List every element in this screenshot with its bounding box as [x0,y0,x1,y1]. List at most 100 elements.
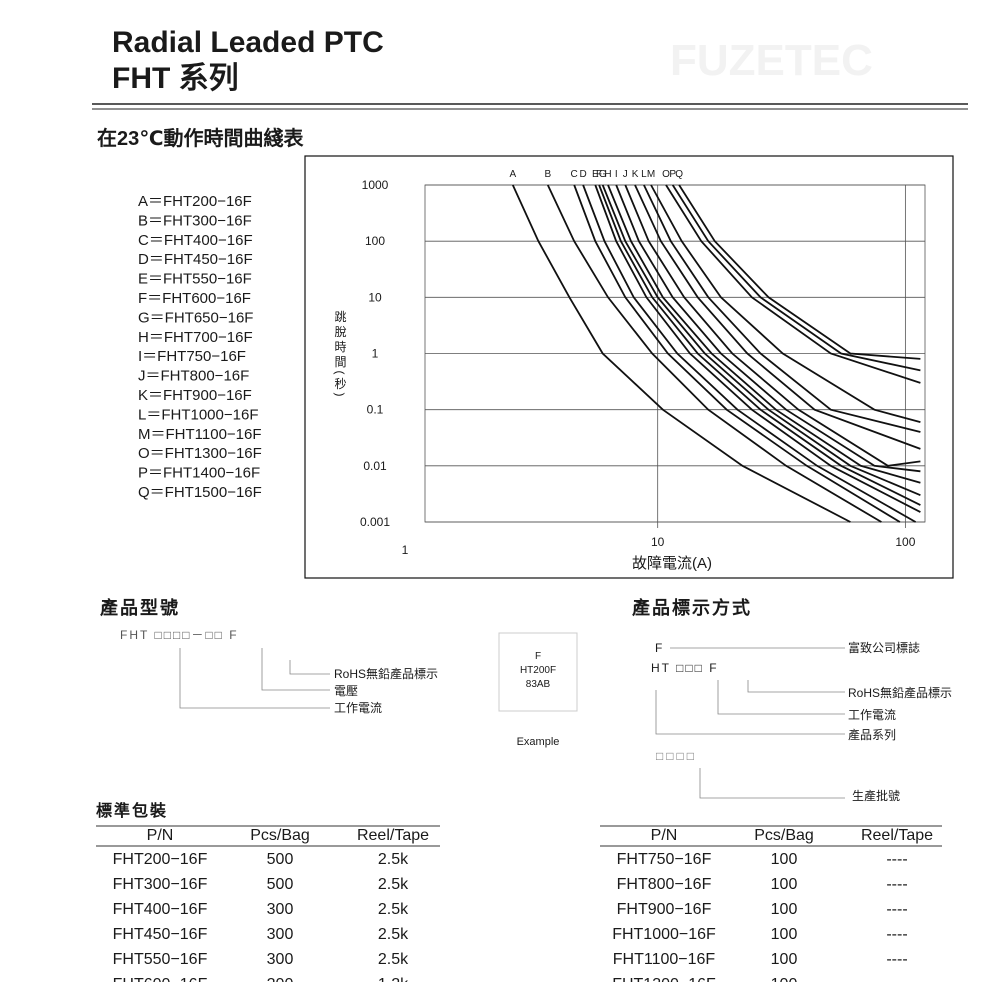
table-cell: 2.5k [378,951,409,968]
table-cell: 300 [267,951,294,968]
y-tick-label: 1 [372,347,379,361]
column-header: P/N [651,827,678,844]
table-cell: 1.2k [378,976,409,982]
series-label: D [580,169,587,180]
curve [624,184,921,467]
curve [615,184,921,473]
series-label: J [623,169,628,180]
curve [643,184,921,433]
label: 電壓 [334,684,358,698]
table-cell: ---- [886,926,907,943]
example-caption: Example [517,736,560,748]
legend-entry: J＝FHT800−16F [138,368,249,385]
table-cell: ---- [886,951,907,968]
curve [671,184,921,372]
table-cell: FHT900−16F [617,901,712,918]
label: 工作電流 [848,708,896,722]
legend-entry: P＝FHT1400−16F [138,465,260,482]
table-cell: 2.5k [378,901,409,918]
table-cell: 2.5k [378,926,409,943]
curve [594,184,921,513]
table-cell: 300 [267,926,294,943]
legend-entry: L＝FHT1000−16F [138,406,258,423]
series-label: L [641,169,647,180]
table-cell: ---- [886,851,907,868]
series-label: A [509,169,516,180]
title: Radial Leaded PTC [112,26,384,59]
example-line: F [535,651,541,662]
label: RoHS無鉛產品標示 [334,666,438,681]
example-line: 83AB [526,679,551,690]
curve [601,184,921,497]
table-cell: FHT800−16F [617,876,712,893]
table-cell: FHT1100−16F [613,951,716,968]
plot-frame [424,184,926,523]
curve [546,184,882,523]
series-label: P [669,169,676,180]
label: 產品系列 [848,727,896,742]
table-cell: FHT200−16F [113,851,208,868]
table-cell: 300 [267,901,294,918]
section-title: 在23℃動作時間曲綫表 [97,126,304,150]
series-label: K [632,169,639,180]
example-box [498,632,578,712]
table-cell: 500 [267,851,294,868]
legend-entry: K＝FHT900−16F [138,387,252,404]
column-header: P/N [147,827,174,844]
legend-entry: O＝FHT1300−16F [138,445,262,462]
label: 生產批號 [852,788,900,803]
y-tick-label: 0.001 [360,515,390,529]
y-tick-label: 10 [368,290,382,304]
x-axis-label: 故障電流(A) [632,554,712,572]
curve [650,184,921,423]
table-cell: 100 [771,926,798,943]
column-header: Pcs/Bag [250,827,310,844]
section-title: 標準包裝 [96,801,168,820]
legend-entry: D＝FHT450−16F [138,251,253,268]
chart-frame [304,155,954,579]
table-cell: 100 [771,851,798,868]
legend-entry: C＝FHT400−16F [138,232,253,249]
legend-entry: A＝FHT200−16F [138,193,252,210]
table-cell: ---- [886,976,907,982]
legend-entry: F＝FHT600−16F [138,290,251,307]
connector [655,680,845,799]
label: 富致公司標誌 [848,640,920,655]
marking-line: F [655,641,662,655]
legend-entry: B＝FHT300−16F [138,212,252,229]
curve [582,184,917,523]
y-tick-label: 100 [365,234,385,248]
series-label: C [571,169,578,180]
table-cell: 2.5k [378,851,409,868]
y-tick-label: 1000 [362,178,389,192]
section-title: 產品型號 [100,597,180,618]
x-tick-label: 100 [895,535,915,549]
curve [598,184,921,506]
curve [573,184,901,523]
table-cell: FHT600−16F [113,976,208,982]
series-label: O [662,169,670,180]
table-cell: ---- [886,876,907,893]
marking-code: HT □□□ F [651,661,719,675]
section-title: 產品標示方式 [632,597,752,618]
table-cell: 500 [267,876,294,893]
column-header: Reel/Tape [357,827,429,844]
example-line: HT200F [520,665,556,676]
column-header: Pcs/Bag [754,827,814,844]
series-label: B [544,169,551,180]
table-cell: 100 [771,951,798,968]
curve [607,184,921,484]
table-cell: 200 [267,976,294,982]
table-cell: 2.5k [378,876,409,893]
table-cell: FHT300−16F [113,876,208,893]
label: 工作電流 [334,701,382,715]
lot-code: □□□□ [656,749,697,763]
tables: P/N Pcs/Bag Reel/Tape FHT200−16F 500 2.5k FHT3… [96,825,942,982]
logo: FUZETEC [670,36,873,85]
table-cell: FHT1000−16F [612,926,716,943]
legend-entry: G＝FHT650−16F [138,309,253,326]
table-cell: 100 [771,976,798,982]
series-label: Q [675,169,683,180]
model-code: FHT □□□□－□□ F [120,628,239,642]
series-label: G [599,169,607,180]
